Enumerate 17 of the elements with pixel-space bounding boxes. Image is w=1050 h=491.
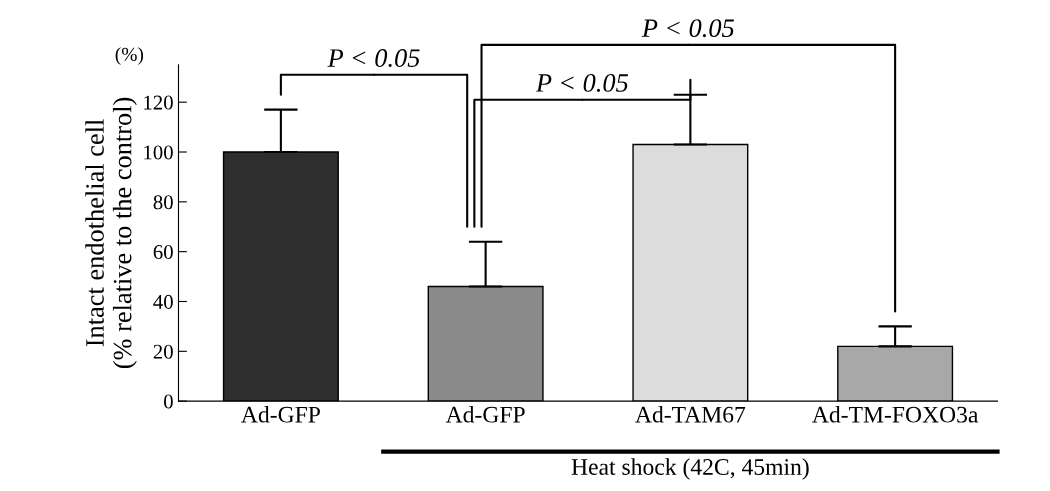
x-tick-label: Ad-GFP <box>445 406 525 423</box>
x-tick-label: Ad-TAM67 <box>635 406 746 423</box>
text: P < 0.05 <box>641 19 734 38</box>
y-tick-label: 100 <box>144 145 173 160</box>
y-axis-title: Intact endothelial cell (% relative to the control) <box>85 97 137 369</box>
annotation: P < 0.05 <box>535 74 628 92</box>
y-tick-label: 120 <box>144 95 173 110</box>
y-tick-label: 80 <box>153 195 173 210</box>
y-tick-label: 60 <box>153 245 173 260</box>
y-tick-label: 20 <box>153 344 173 359</box>
x-tick-label: Ad-TM-FOXO3a <box>812 406 979 423</box>
y-tick-label: 0 <box>164 394 173 409</box>
x-tick-label: Ad-GFP <box>241 406 320 423</box>
text: (%) <box>115 47 144 65</box>
text: Heat shock (42C, 45min) <box>571 458 809 480</box>
y-tick-label: 40 <box>153 294 173 309</box>
annotation: P < 0.05 <box>327 49 420 68</box>
